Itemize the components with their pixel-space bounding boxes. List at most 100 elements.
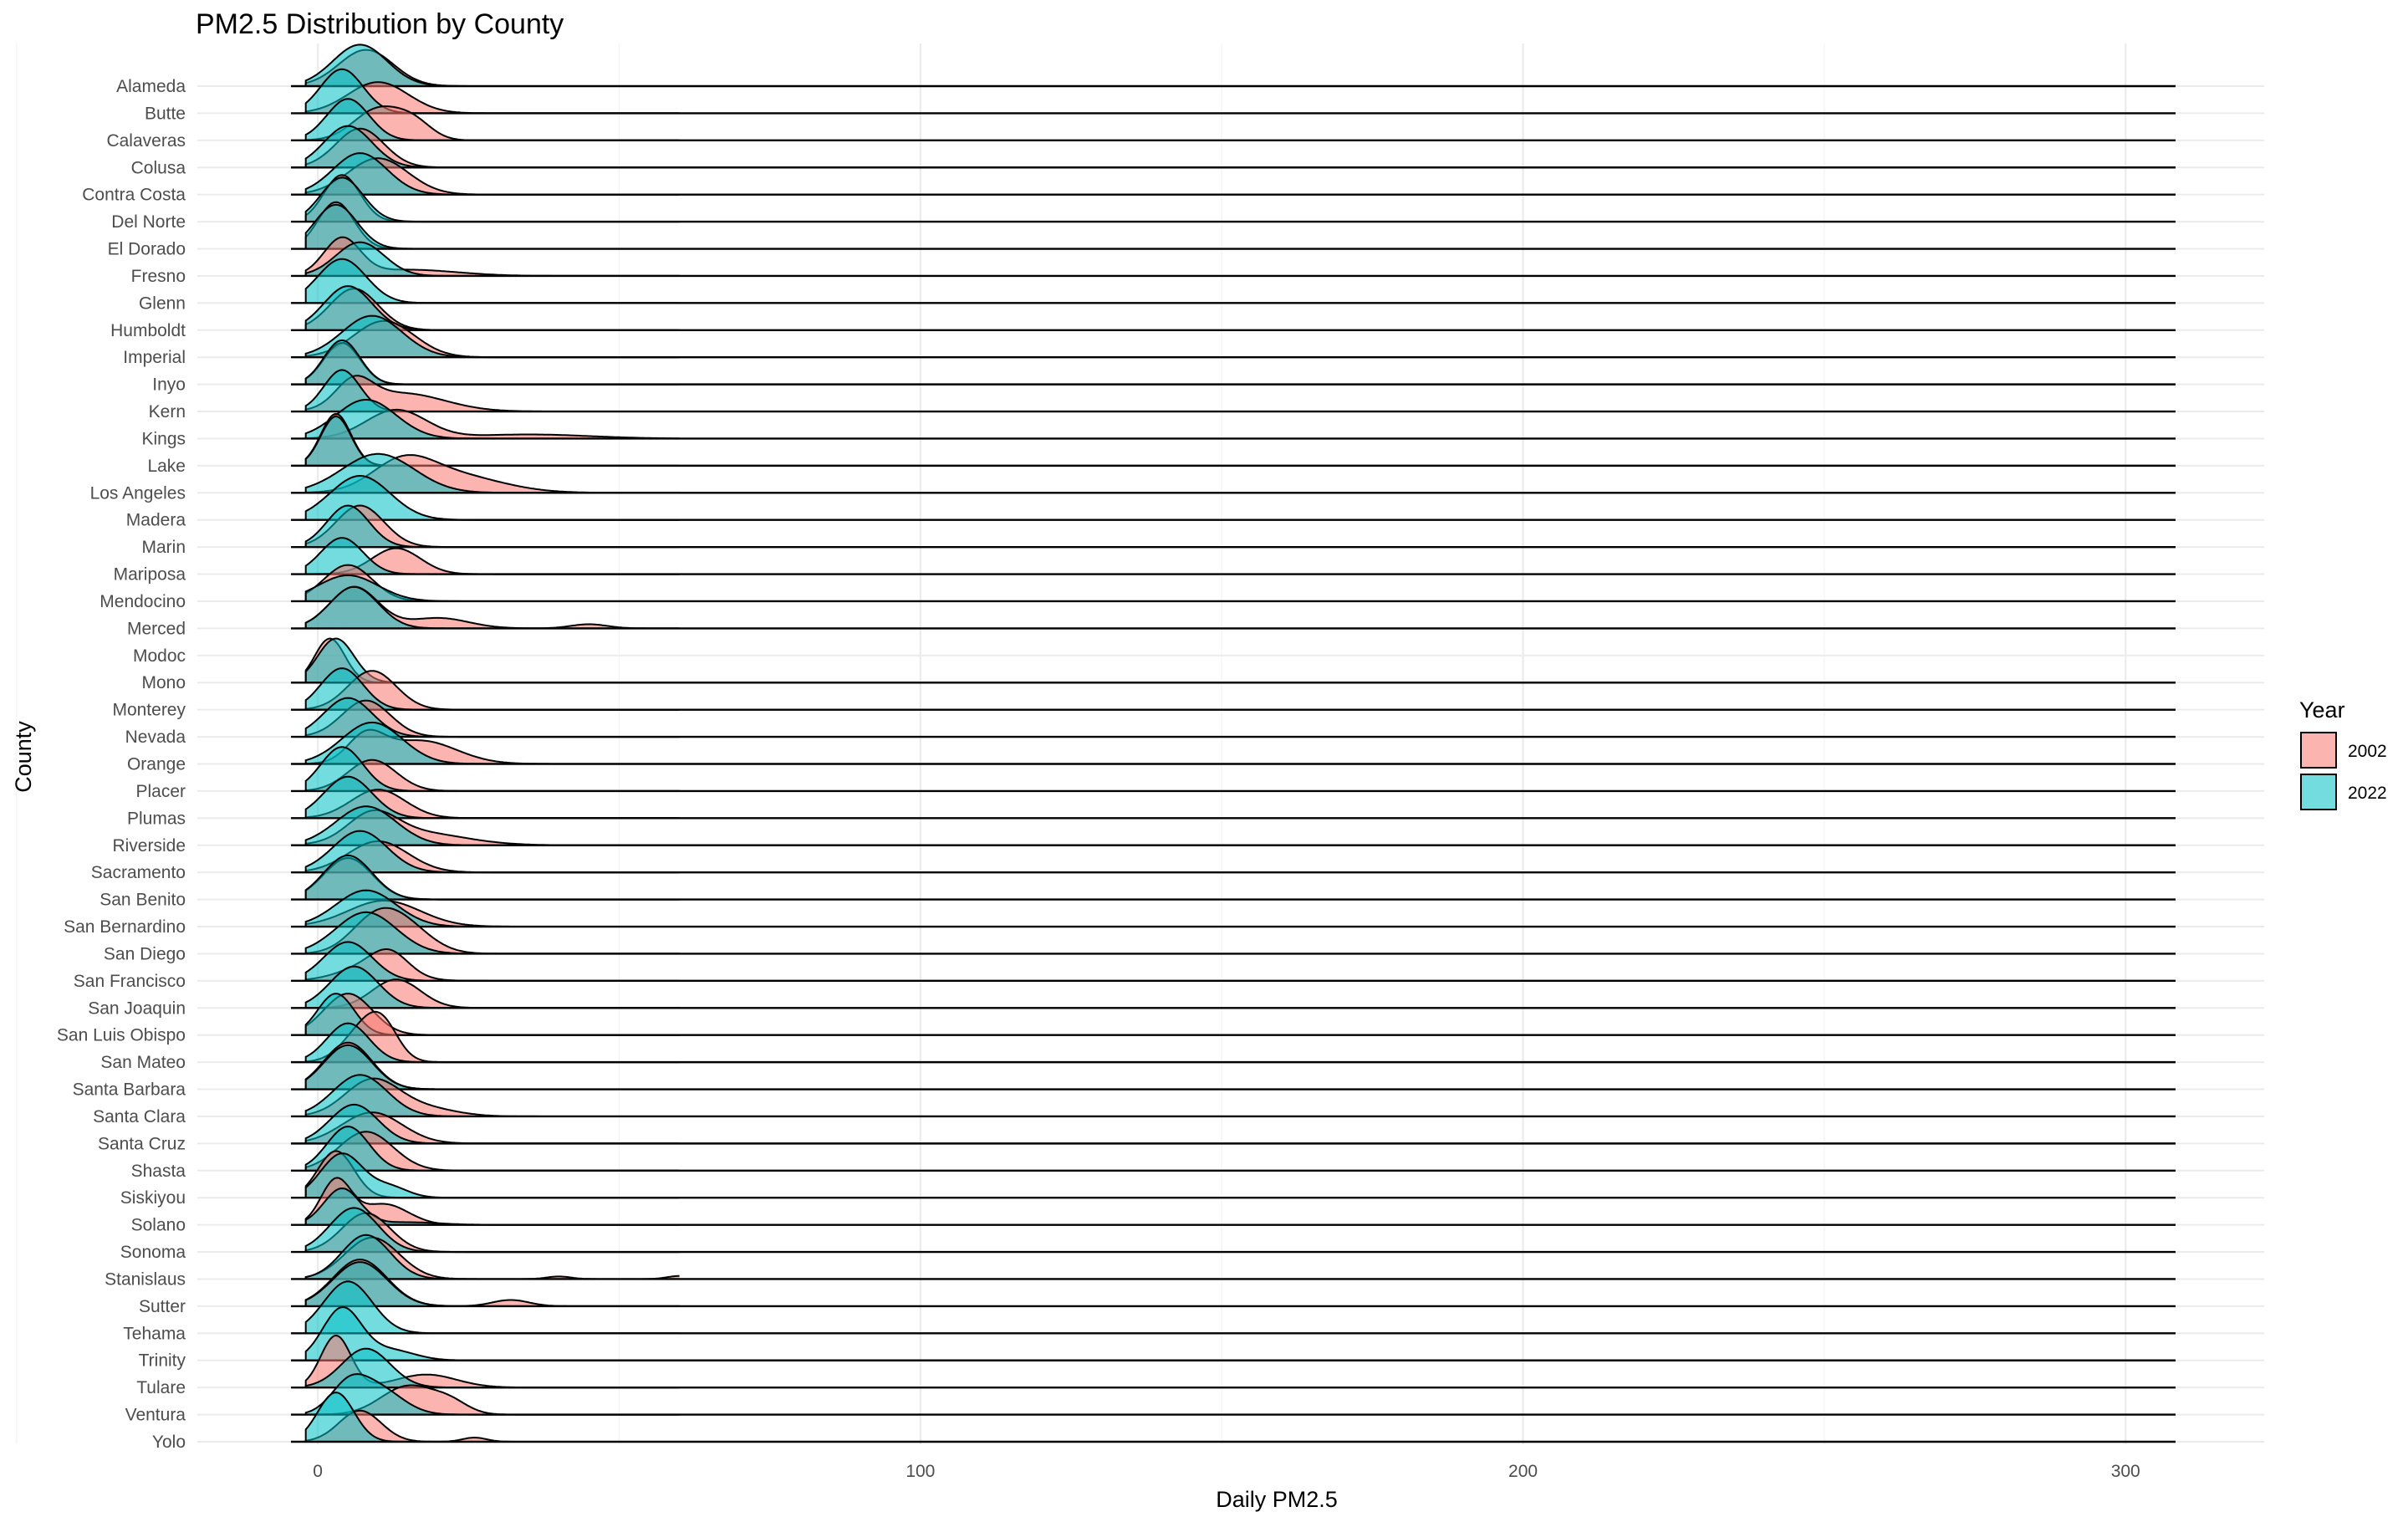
ridge-2002-fill bbox=[305, 789, 680, 819]
ridge-inyo bbox=[291, 339, 2176, 386]
y-tick-label: Siskiyou bbox=[120, 1188, 186, 1208]
y-tick-label: Modoc bbox=[133, 646, 186, 666]
ridge-los-angeles bbox=[291, 452, 2176, 494]
ridge-siskiyou bbox=[291, 1150, 2176, 1199]
ridge-santa-clara bbox=[291, 1074, 2176, 1118]
y-tick-label: Butte bbox=[145, 104, 186, 123]
ridge-tehama bbox=[291, 1280, 2176, 1335]
x-tick-label: 0 bbox=[313, 1462, 323, 1481]
y-tick-label: Fresno bbox=[131, 267, 186, 286]
ridge-mariposa bbox=[291, 537, 2176, 575]
y-tick-label: Solano bbox=[131, 1216, 186, 1235]
y-tick-label: Yolo bbox=[152, 1433, 186, 1452]
y-tick-label: San Francisco bbox=[74, 972, 186, 991]
legend-label-2022: 2022 bbox=[2348, 784, 2387, 803]
y-tick-label: Trinity bbox=[139, 1351, 186, 1371]
y-tick-label: Santa Barbara bbox=[73, 1080, 186, 1100]
ridge-marin bbox=[291, 504, 2176, 549]
y-tick-label: Imperial bbox=[123, 348, 186, 367]
ridge-2002-fill bbox=[305, 1177, 680, 1225]
ridge-sutter bbox=[291, 1259, 2176, 1308]
ridge-2022-fill bbox=[305, 697, 680, 738]
x-tick-label: 300 bbox=[2111, 1462, 2140, 1481]
ridge-madera bbox=[291, 474, 2176, 521]
y-tick-label: San Benito bbox=[99, 891, 186, 910]
ridge-monterey bbox=[291, 667, 2176, 711]
y-tick-label: Marin bbox=[141, 538, 186, 557]
y-axis-title: County bbox=[11, 721, 36, 793]
ridge-ventura bbox=[291, 1373, 2176, 1416]
y-tick-label: Ventura bbox=[125, 1406, 186, 1425]
y-tick-label: Sacramento bbox=[91, 863, 186, 882]
y-tick-label: Stanislaus bbox=[105, 1269, 186, 1289]
ridge-placer bbox=[291, 746, 2176, 793]
y-tick-label: Madera bbox=[126, 511, 186, 530]
ridge-san-bernardino bbox=[291, 889, 2176, 928]
ridge-2022-fill bbox=[305, 776, 680, 819]
ridges bbox=[291, 43, 2176, 1443]
ridge-sacramento bbox=[291, 830, 2176, 874]
y-tick-label: Alameda bbox=[116, 77, 186, 96]
ridge-humboldt bbox=[291, 285, 2176, 331]
ridge-2022-fill bbox=[305, 1234, 680, 1279]
ridge-shasta bbox=[291, 1126, 2176, 1172]
ridge-2002-fill bbox=[305, 671, 680, 710]
ridge-2022-fill bbox=[305, 1262, 680, 1306]
y-tick-label: Shasta bbox=[131, 1162, 186, 1181]
y-tick-label: Glenn bbox=[139, 294, 186, 313]
ridge-alameda bbox=[291, 43, 2176, 88]
y-tick-label: San Bernardino bbox=[64, 917, 186, 937]
y-tick-label: Sonoma bbox=[120, 1243, 186, 1262]
ridge-stanislaus bbox=[291, 1234, 2176, 1280]
ridge-2002-fill bbox=[305, 759, 680, 791]
ridge-2022-fill bbox=[305, 370, 680, 411]
ridge-solano bbox=[291, 1177, 2176, 1226]
ridge-mendocino bbox=[291, 564, 2176, 603]
y-tick-label: Plumas bbox=[127, 809, 186, 828]
ridge-merced bbox=[291, 585, 2176, 630]
y-tick-label: Riverside bbox=[112, 836, 186, 856]
ridge-2022-fill bbox=[305, 1374, 680, 1415]
y-tick-label: San Joaquin bbox=[88, 999, 186, 1018]
ridge-2002-fill bbox=[305, 1112, 680, 1144]
ridge-2022-fill bbox=[305, 416, 680, 466]
ridge-calaveras bbox=[291, 98, 2176, 142]
x-axis-ticks: 0 100 200 300 bbox=[313, 1462, 2140, 1481]
ridge-2022-fill bbox=[305, 453, 680, 493]
ridge-2002-fill bbox=[305, 1011, 680, 1063]
ridge-santa-cruz bbox=[291, 1103, 2176, 1145]
ridge-butte bbox=[291, 68, 2176, 115]
x-tick-label: 200 bbox=[1508, 1462, 1538, 1481]
ridge-san-diego bbox=[291, 907, 2176, 955]
ridge-2022-fill bbox=[305, 855, 680, 900]
ridge-san-benito bbox=[291, 854, 2176, 901]
y-tick-label: El Dorado bbox=[108, 240, 186, 259]
x-axis-title: Daily PM2.5 bbox=[1216, 1487, 1338, 1512]
ridge-sonoma bbox=[291, 1207, 2176, 1254]
y-axis-labels: Yolo Ventura Tulare Trinity Tehama Sutter Stan… bbox=[57, 77, 186, 1452]
ridge-2022-fill bbox=[305, 1348, 680, 1388]
y-tick-label: Humboldt bbox=[110, 321, 186, 340]
ridge-tulare bbox=[291, 1334, 2176, 1389]
ridge-san-mateo bbox=[291, 1010, 2176, 1064]
y-tick-label: Santa Clara bbox=[93, 1107, 186, 1126]
ridge-orange bbox=[291, 721, 2176, 765]
y-tick-label: Kings bbox=[141, 429, 186, 448]
ridge-2002-fill bbox=[305, 700, 680, 738]
ridge-2022-fill bbox=[305, 586, 680, 629]
y-tick-label: Lake bbox=[147, 457, 186, 476]
ridge-del-norte bbox=[291, 174, 2176, 223]
ridge-2022-fill bbox=[305, 1075, 680, 1116]
ridge-2002-fill bbox=[305, 106, 680, 140]
x-tick-label: 100 bbox=[906, 1462, 935, 1481]
y-tick-label: San Mateo bbox=[100, 1053, 186, 1072]
legend-swatch-2002 bbox=[2300, 732, 2337, 769]
ridge-yolo bbox=[291, 1392, 2176, 1443]
ridge-fresno bbox=[291, 236, 2176, 278]
ridge-2002-fill bbox=[305, 586, 680, 629]
y-tick-label: Nevada bbox=[125, 728, 186, 747]
y-tick-label: Placer bbox=[135, 782, 186, 801]
ridge-2022-fill bbox=[305, 315, 680, 358]
ridge-glenn bbox=[291, 258, 2176, 304]
